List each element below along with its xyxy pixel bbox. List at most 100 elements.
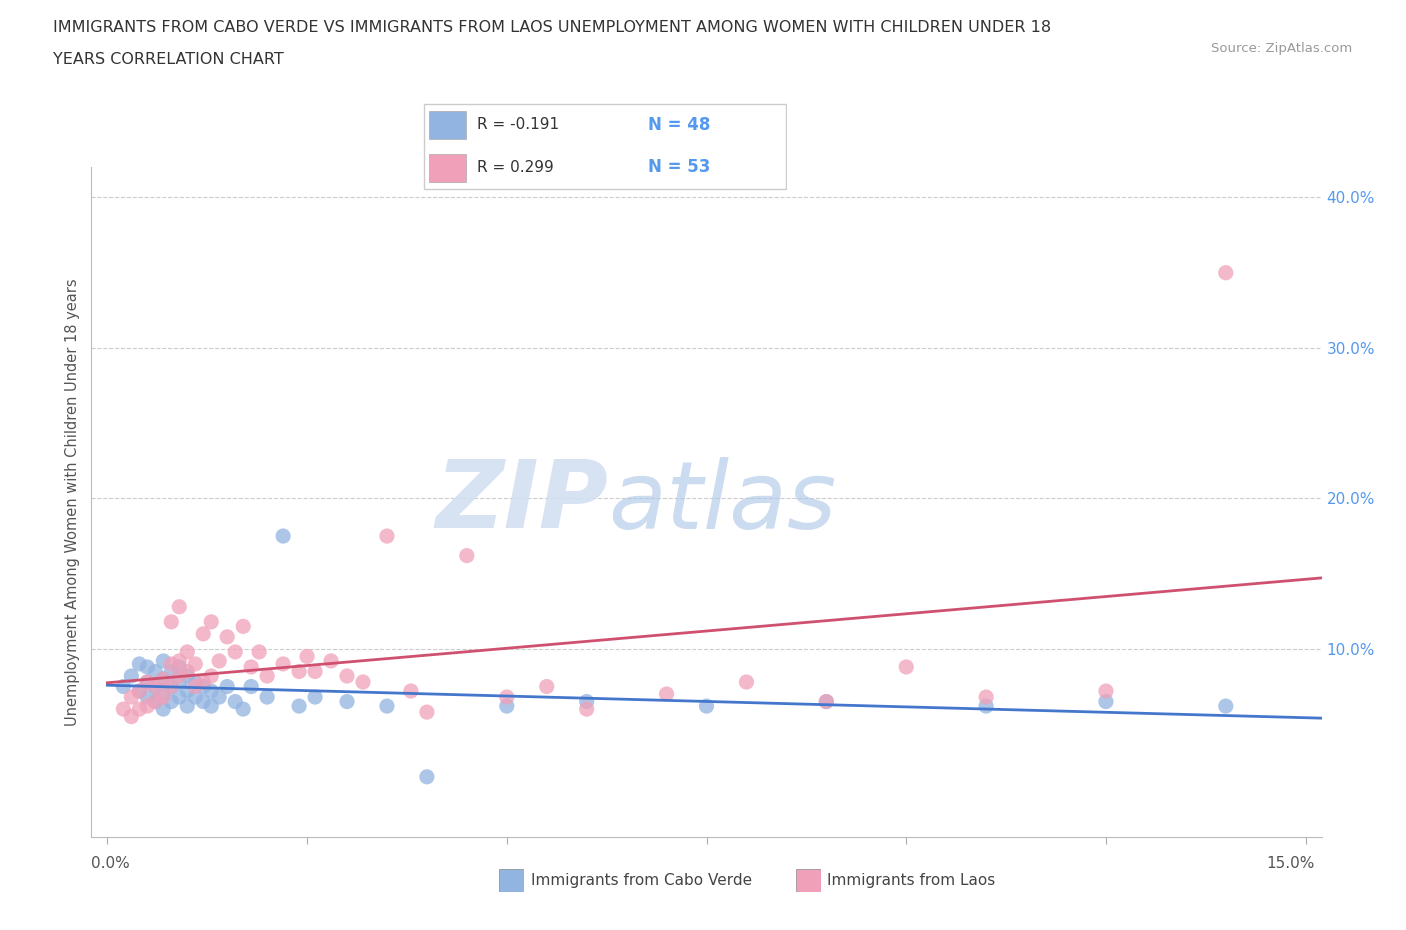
Point bbox=[169, 659, 191, 674]
Point bbox=[336, 694, 359, 709]
Point bbox=[193, 627, 215, 642]
Point bbox=[271, 528, 294, 543]
Point bbox=[240, 659, 263, 674]
Point bbox=[136, 674, 159, 689]
Point bbox=[256, 669, 278, 684]
Text: Immigrants from Cabo Verde: Immigrants from Cabo Verde bbox=[531, 873, 752, 888]
Point bbox=[815, 694, 838, 709]
Point bbox=[375, 528, 398, 543]
Point bbox=[136, 674, 159, 689]
Point bbox=[352, 674, 374, 689]
Point bbox=[176, 669, 198, 684]
Point bbox=[112, 679, 135, 694]
Point bbox=[120, 669, 142, 684]
Point bbox=[495, 690, 517, 705]
Point bbox=[143, 679, 166, 694]
Point bbox=[143, 694, 166, 709]
Text: R = 0.299: R = 0.299 bbox=[477, 160, 554, 175]
Point bbox=[295, 649, 318, 664]
Point bbox=[169, 674, 191, 689]
Point bbox=[120, 710, 142, 724]
Point bbox=[160, 694, 183, 709]
Text: IMMIGRANTS FROM CABO VERDE VS IMMIGRANTS FROM LAOS UNEMPLOYMENT AMONG WOMEN WITH: IMMIGRANTS FROM CABO VERDE VS IMMIGRANTS… bbox=[53, 20, 1052, 35]
Point bbox=[184, 674, 207, 689]
Text: YEARS CORRELATION CHART: YEARS CORRELATION CHART bbox=[53, 52, 284, 67]
Point bbox=[160, 679, 183, 694]
Point bbox=[176, 664, 198, 679]
Point bbox=[304, 664, 326, 679]
Point bbox=[176, 644, 198, 659]
Y-axis label: Unemployment Among Women with Children Under 18 years: Unemployment Among Women with Children U… bbox=[65, 278, 80, 726]
Point bbox=[1215, 698, 1237, 713]
Point bbox=[200, 669, 222, 684]
Point bbox=[336, 669, 359, 684]
Point bbox=[143, 694, 166, 709]
Point bbox=[375, 698, 398, 713]
Point bbox=[176, 684, 198, 698]
Point bbox=[200, 684, 222, 698]
Point bbox=[143, 664, 166, 679]
Point bbox=[184, 657, 207, 671]
Point bbox=[128, 657, 150, 671]
Point bbox=[152, 690, 174, 705]
Point bbox=[193, 694, 215, 709]
Point bbox=[1095, 694, 1118, 709]
Point bbox=[184, 690, 207, 705]
Point bbox=[695, 698, 717, 713]
Point bbox=[169, 669, 191, 684]
Point bbox=[152, 671, 174, 686]
Point bbox=[200, 698, 222, 713]
Point bbox=[193, 679, 215, 694]
Point bbox=[575, 701, 598, 716]
Text: R = -0.191: R = -0.191 bbox=[477, 117, 558, 132]
Point bbox=[232, 701, 254, 716]
Point bbox=[152, 671, 174, 686]
Point bbox=[399, 684, 422, 698]
Point bbox=[128, 684, 150, 698]
Point bbox=[176, 698, 198, 713]
Point bbox=[304, 690, 326, 705]
Point bbox=[160, 615, 183, 630]
Text: N = 53: N = 53 bbox=[648, 158, 711, 177]
Point bbox=[112, 701, 135, 716]
Point bbox=[495, 698, 517, 713]
Point bbox=[169, 690, 191, 705]
Point bbox=[416, 705, 439, 720]
Point bbox=[200, 615, 222, 630]
Point bbox=[974, 698, 997, 713]
Text: atlas: atlas bbox=[607, 457, 837, 548]
Point bbox=[128, 701, 150, 716]
Point bbox=[256, 690, 278, 705]
Point bbox=[416, 769, 439, 784]
Point bbox=[208, 690, 231, 705]
Point bbox=[456, 548, 478, 563]
FancyBboxPatch shape bbox=[423, 104, 786, 189]
FancyBboxPatch shape bbox=[429, 112, 465, 140]
Point bbox=[735, 674, 758, 689]
Point bbox=[655, 686, 678, 701]
Point bbox=[193, 674, 215, 689]
Point bbox=[160, 664, 183, 679]
Point bbox=[217, 630, 239, 644]
Point bbox=[232, 618, 254, 633]
Point bbox=[143, 679, 166, 694]
Point bbox=[160, 679, 183, 694]
Point bbox=[169, 599, 191, 614]
Point bbox=[217, 679, 239, 694]
Point bbox=[136, 690, 159, 705]
Point bbox=[815, 694, 838, 709]
Point bbox=[208, 654, 231, 669]
Text: N = 48: N = 48 bbox=[648, 116, 711, 134]
Point bbox=[160, 657, 183, 671]
Point bbox=[169, 654, 191, 669]
Point bbox=[896, 659, 918, 674]
Point bbox=[1215, 265, 1237, 280]
Point bbox=[152, 686, 174, 701]
Point bbox=[288, 698, 311, 713]
Text: Immigrants from Laos: Immigrants from Laos bbox=[827, 873, 995, 888]
Point bbox=[152, 654, 174, 669]
Text: ZIP: ZIP bbox=[436, 457, 607, 548]
Text: 15.0%: 15.0% bbox=[1267, 856, 1315, 870]
Point bbox=[128, 684, 150, 698]
Point bbox=[152, 701, 174, 716]
